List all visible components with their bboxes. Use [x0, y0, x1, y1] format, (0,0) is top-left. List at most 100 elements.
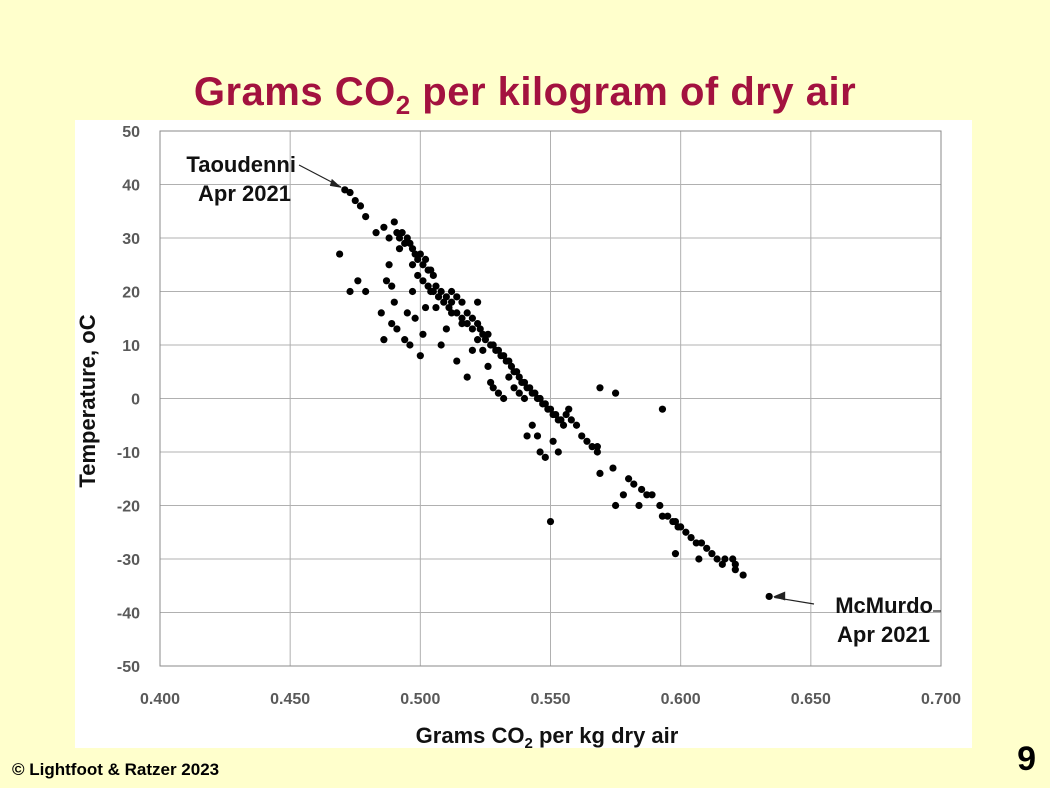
data-point	[354, 277, 362, 285]
x-tick-labels: 0.400 0.450 0.500 0.550 0.600 0.650 0.700	[140, 691, 961, 708]
data-point	[481, 336, 490, 344]
data-point	[414, 271, 422, 280]
data-point	[731, 566, 739, 574]
data-point	[489, 384, 497, 392]
data-point	[408, 245, 417, 253]
data-point	[411, 250, 419, 258]
data-point	[445, 303, 453, 312]
data-point	[578, 432, 586, 440]
data-point	[671, 517, 680, 526]
data-point	[546, 405, 555, 413]
data-point	[484, 330, 492, 338]
data-point	[567, 416, 575, 424]
y-tick-label: 30	[122, 231, 140, 248]
data-point	[643, 491, 651, 499]
data-point	[362, 287, 370, 296]
data-point	[588, 443, 596, 451]
data-point	[505, 373, 513, 381]
data-point	[533, 432, 542, 440]
data-point	[554, 448, 562, 456]
data-point	[380, 223, 388, 231]
data-point	[356, 202, 365, 210]
data-point	[427, 287, 435, 296]
data-point	[458, 320, 466, 328]
data-point	[664, 512, 672, 520]
data-point	[463, 373, 471, 381]
data-point	[421, 303, 430, 312]
data-point	[638, 485, 646, 494]
x-tick-label: 0.500	[400, 691, 440, 708]
data-point	[474, 320, 482, 328]
data-point	[520, 394, 529, 403]
annotation-arrowhead	[329, 178, 342, 188]
data-point	[393, 229, 401, 237]
data-point	[458, 314, 466, 322]
data-point	[447, 287, 456, 296]
data-point	[765, 592, 773, 601]
chart-panel: 50 40 30 20 10 0 -10 -20 -30 -40 -50 0.400 0.450 0.5…	[75, 120, 972, 748]
page-number: 9	[1017, 740, 1036, 778]
title-subscript: 2	[395, 90, 411, 120]
title-text: Grams CO	[193, 70, 396, 114]
title-text-rest: per kilogram of dry air	[410, 70, 857, 114]
y-tick-label: -30	[117, 552, 140, 569]
data-point	[414, 255, 422, 263]
data-point	[625, 475, 633, 483]
data-point	[421, 255, 430, 263]
data-point	[507, 362, 516, 370]
data-point	[500, 394, 508, 403]
data-point	[385, 261, 393, 269]
y-tick-label: 20	[122, 285, 140, 302]
data-point	[408, 261, 417, 269]
data-point	[479, 330, 487, 338]
data-point	[703, 544, 711, 552]
data-point	[729, 555, 737, 563]
data-point	[388, 282, 396, 290]
x-axis-label-text-rest: per kg dry air	[533, 723, 679, 748]
data-point	[346, 287, 354, 296]
data-point	[437, 341, 445, 349]
data-point	[403, 234, 411, 242]
data-point	[593, 443, 601, 451]
chart-grid	[159, 130, 942, 667]
data-point	[406, 239, 414, 247]
data-point	[468, 325, 476, 333]
data-point	[593, 448, 601, 456]
data-point	[336, 250, 344, 258]
data-point	[656, 501, 664, 510]
annotation-label: Taoudenni	[186, 152, 296, 177]
data-point	[697, 539, 706, 547]
scatter-chart: 50 40 30 20 10 0 -10 -20 -30 -40 -50 0.400 0.450 0.5…	[75, 124, 961, 748]
data-point	[562, 410, 570, 419]
y-tick-label: 40	[122, 178, 140, 195]
data-point	[474, 336, 482, 344]
data-point	[372, 229, 380, 237]
data-point	[658, 405, 667, 413]
data-point	[468, 314, 476, 322]
data-point	[487, 378, 495, 387]
data-point	[695, 555, 703, 563]
data-point	[377, 309, 385, 317]
data-point	[434, 293, 443, 301]
y-tick-label: 0	[131, 392, 140, 409]
data-point	[718, 560, 726, 568]
data-point	[721, 555, 729, 563]
data-point	[677, 523, 685, 531]
data-point	[447, 309, 456, 317]
data-point	[515, 389, 523, 397]
data-point	[630, 480, 638, 488]
data-point	[437, 287, 445, 296]
data-point	[526, 384, 534, 392]
data-point	[474, 298, 482, 306]
data-point	[596, 384, 604, 392]
data-point	[442, 293, 450, 301]
data-point	[429, 271, 437, 280]
data-point	[403, 309, 411, 317]
data-point	[479, 346, 487, 354]
data-point	[500, 352, 508, 360]
data-point	[596, 469, 604, 477]
y-tick-label: -20	[117, 499, 140, 516]
x-tick-label: 0.650	[791, 691, 831, 708]
annotation-date: Apr 2021	[198, 181, 291, 206]
data-point	[476, 325, 484, 333]
